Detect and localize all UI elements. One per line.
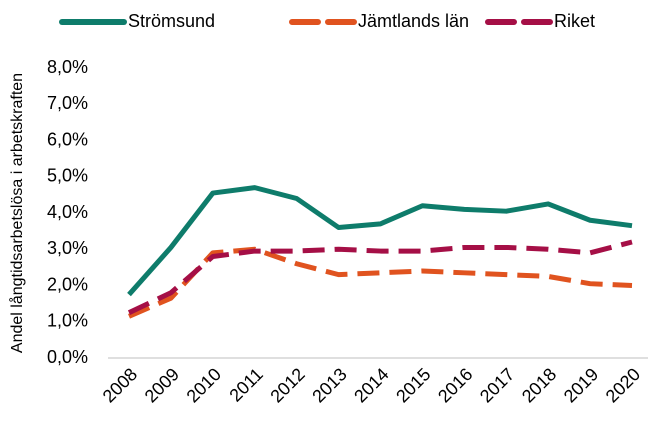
x-tick-label: 2019 [560,364,602,406]
line-series [128,246,633,319]
x-tick-label: 2014 [350,364,392,406]
y-axis-label: Andel långtidsarbetslösa i arbetskraften [8,73,26,353]
y-tick-label: 4,0% [47,202,88,222]
y-tick-label: 1,0% [47,311,88,331]
y-tick-label: 7,0% [47,93,88,113]
x-tick-label: 2010 [183,364,225,406]
x-tick-label: 2016 [434,364,476,406]
y-tick-label: 5,0% [47,166,88,186]
legend-label: Riket [554,11,595,31]
legend-label: Jämtlands län [358,11,469,31]
x-tick-label: 2017 [476,364,518,406]
x-tick-label: 2009 [141,364,183,406]
y-tick-label: 2,0% [47,274,88,294]
y-tick-label: 3,0% [47,238,88,258]
legend-label: Strömsund [128,11,215,31]
x-tick-label: 2020 [602,364,644,406]
x-tick-label: 2008 [99,364,141,406]
x-tick-label: 2012 [266,364,308,406]
y-tick-label: 8,0% [47,57,88,77]
y-tick-label: 6,0% [47,129,88,149]
x-tick-label: 2015 [392,364,434,406]
x-tick-label: 2011 [225,364,267,406]
line-series [127,185,633,297]
x-tick-label: 2013 [308,364,350,406]
line-series [127,239,633,315]
y-tick-label: 0,0% [47,347,88,367]
x-tick-label: 2018 [518,364,560,406]
